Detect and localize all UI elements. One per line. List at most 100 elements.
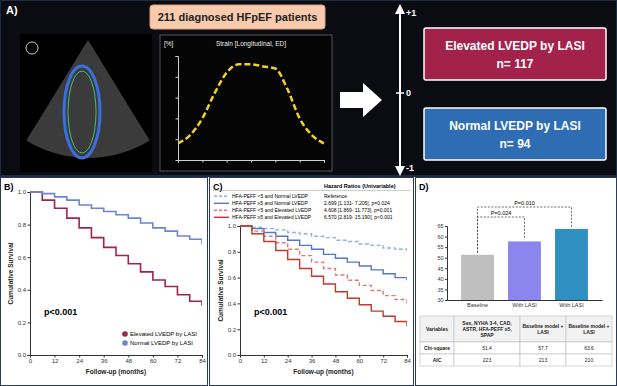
line-series — [30, 192, 202, 244]
comparison-bracket — [478, 217, 525, 253]
tick-mark — [445, 268, 447, 269]
tick: 24 — [76, 355, 83, 364]
tick-mark — [128, 355, 129, 358]
tick: 60 — [437, 234, 447, 240]
tick: 36 — [309, 355, 316, 364]
table-cell — [454, 316, 520, 342]
tick-mark — [445, 279, 447, 280]
tick-label: 35 — [437, 287, 443, 293]
tick-mark — [104, 355, 105, 358]
axis-line — [31, 356, 203, 358]
tick-mark — [153, 355, 154, 358]
tick-label: 40 — [437, 276, 443, 282]
tick — [176, 139, 179, 140]
hazard-ratio: 4.608 [1.869- 11.773], p=0.001 — [324, 207, 392, 213]
tick: 72 — [175, 355, 182, 364]
tick-mark — [176, 77, 179, 78]
tick — [176, 77, 179, 78]
panel-a-background — [0, 0, 617, 176]
tick-label: 0 — [239, 358, 243, 364]
tick-label: 48 — [125, 358, 132, 364]
line-series — [240, 226, 407, 327]
tick-label: 1.0 — [228, 223, 237, 229]
table-cell — [420, 316, 454, 342]
plot-area — [178, 64, 324, 143]
panel-frame — [416, 178, 617, 386]
tick: 0.4 — [18, 287, 30, 293]
table-cell — [454, 342, 520, 354]
line-series — [178, 64, 324, 143]
axis-line — [445, 227, 448, 301]
tick: 12 — [261, 355, 268, 364]
axis-line — [28, 193, 31, 356]
y-axis: 0.00.20.40.60.81.0 — [228, 223, 241, 358]
arrow-head — [395, 4, 405, 14]
tick-mark — [324, 160, 325, 163]
y-axis: 3035404550556065 — [437, 223, 447, 303]
tick-label: 84 — [199, 358, 206, 364]
tick-mark — [300, 160, 301, 163]
tick: 48 — [125, 355, 132, 364]
tick: 45 — [437, 266, 447, 272]
tick: 24 — [285, 355, 292, 364]
tick-label: 0.8 — [18, 222, 27, 228]
tick — [300, 160, 301, 163]
hazard-ratio: Reference — [324, 193, 347, 199]
tick: 84 — [199, 355, 206, 364]
tick: 65 — [437, 223, 447, 229]
legend-swatch — [214, 196, 229, 197]
tick-mark — [238, 355, 241, 356]
tick-mark — [445, 226, 447, 227]
legend-swatch — [214, 217, 229, 218]
tick-label: 0.0 — [228, 352, 237, 358]
table-text: 57.7 — [538, 345, 548, 351]
tick-mark — [407, 355, 408, 358]
echo-marker — [26, 42, 38, 54]
tick: 30 — [437, 297, 447, 303]
tick: 0 — [29, 355, 33, 364]
chart-title: Strain [Longitudinal, ED] — [216, 40, 286, 48]
table-text: Chi-square — [424, 345, 450, 351]
panel-label: D) — [419, 182, 429, 192]
legend-rule — [213, 190, 411, 191]
plot-area — [30, 192, 202, 306]
tick — [275, 160, 276, 163]
tick-mark — [202, 160, 203, 163]
axis-line — [176, 57, 179, 161]
tick-mark — [176, 98, 179, 99]
tick: 0.2 — [18, 320, 30, 326]
tick-mark — [28, 192, 31, 193]
x-axis: BaselineWith LASIWith LASI — [448, 301, 603, 308]
y-axis — [176, 57, 179, 161]
tick-label: 1.0 — [18, 189, 27, 195]
table-text: Baseline model +LASI — [523, 323, 564, 335]
tick: 36 — [101, 355, 108, 364]
y-axis: 0.00.20.40.60.81.0 — [18, 189, 31, 358]
echo-sector — [26, 40, 149, 158]
x-axis — [179, 160, 325, 163]
bar — [555, 229, 588, 300]
group-label: Normal LVEDP by LASI — [449, 119, 581, 133]
tick — [227, 160, 228, 163]
table-cell — [566, 354, 612, 366]
group-label: Elevated LVEDP by LASI — [445, 39, 585, 53]
echo-background — [20, 34, 152, 172]
tick: 35 — [437, 287, 447, 293]
tick: 0.6 — [18, 255, 30, 261]
tick-label: 0.4 — [18, 287, 27, 293]
line-series — [240, 226, 407, 280]
legend-swatch — [214, 210, 229, 211]
tick: 0.6 — [228, 275, 240, 281]
tick: 0.0 — [228, 352, 240, 358]
legend-swatch — [122, 340, 128, 346]
annotation: p<0.001 — [254, 307, 287, 317]
comparison-label: P=0.010 — [514, 200, 535, 206]
tick: 55 — [437, 244, 447, 250]
scale-label: -1 — [406, 163, 414, 173]
tick-mark — [445, 247, 447, 248]
tick: 1.0 — [228, 223, 240, 229]
scale-arrow — [399, 12, 401, 168]
tick-label: 48 — [333, 358, 340, 364]
axis-line — [179, 161, 325, 163]
table-cell — [420, 354, 454, 366]
